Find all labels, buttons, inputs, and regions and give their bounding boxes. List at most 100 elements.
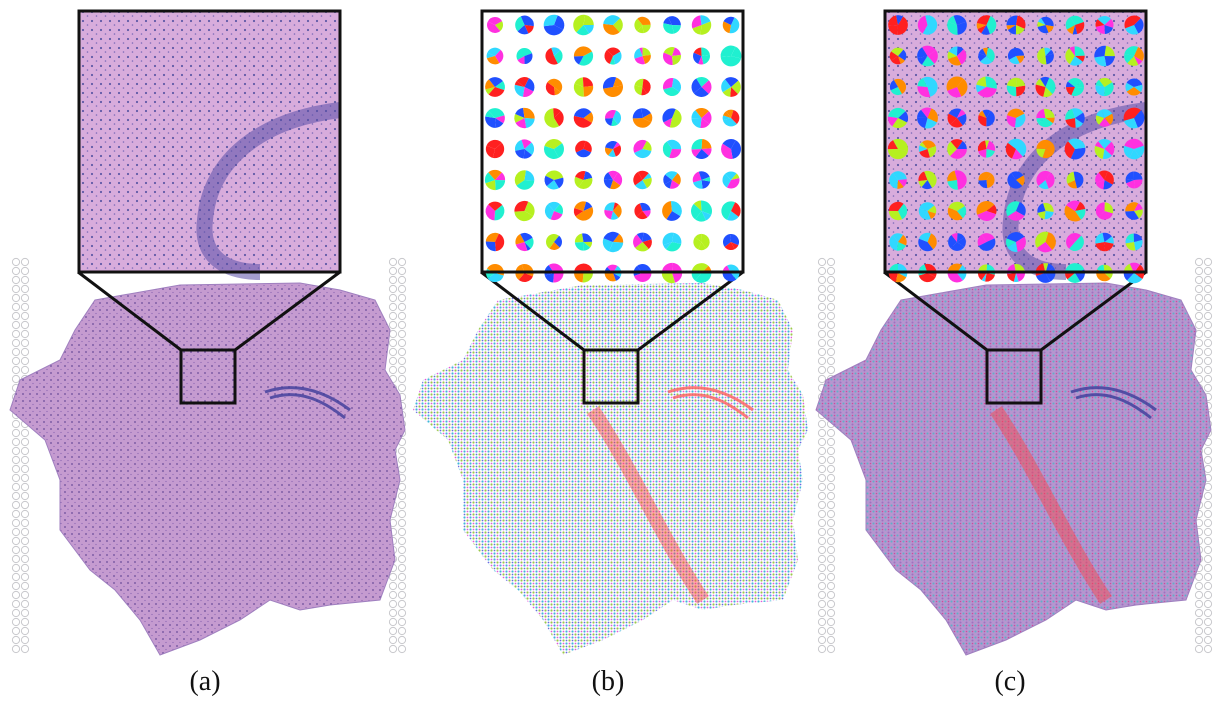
background-spot (827, 339, 834, 346)
background-spot (1204, 591, 1211, 598)
background-spot (398, 528, 405, 535)
background-spot (12, 375, 19, 382)
background-spot (818, 375, 825, 382)
background-spot (12, 276, 19, 283)
background-spot (12, 645, 19, 652)
background-spot (398, 303, 405, 310)
background-spot (389, 330, 396, 337)
background-spot (398, 519, 405, 526)
background-spot (1195, 357, 1202, 364)
background-spot (827, 330, 834, 337)
background-spot (389, 609, 396, 616)
background-spot (398, 366, 405, 373)
background-spot (398, 321, 405, 328)
background-spot (1204, 384, 1211, 391)
background-spot (1195, 294, 1202, 301)
background-spot (818, 537, 825, 544)
background-spot (21, 636, 28, 643)
background-spot (398, 312, 405, 319)
background-spot (1204, 528, 1211, 535)
background-spot (398, 294, 405, 301)
background-spot (1204, 582, 1211, 589)
background-spot (1195, 312, 1202, 319)
background-spot (1204, 339, 1211, 346)
background-spot (398, 618, 405, 625)
background-spot (12, 555, 19, 562)
background-spot (12, 339, 19, 346)
background-spot (1195, 573, 1202, 580)
background-spot (21, 555, 28, 562)
background-spot (389, 645, 396, 652)
background-spot (818, 321, 825, 328)
background-spot (827, 348, 834, 355)
background-spot (389, 573, 396, 580)
background-spot (1195, 582, 1202, 589)
background-spot (398, 267, 405, 274)
background-spot (12, 519, 19, 526)
background-spot (398, 258, 405, 265)
background-spot (827, 582, 834, 589)
background-spot (398, 456, 405, 463)
tissue (816, 283, 1211, 655)
background-spot (398, 645, 405, 652)
background-spot (1204, 519, 1211, 526)
background-spot (12, 303, 19, 310)
background-spot (12, 501, 19, 508)
background-spot (398, 501, 405, 508)
background-spot (398, 636, 405, 643)
background-spot (1204, 447, 1211, 454)
background-spot (389, 600, 396, 607)
background-spot (1195, 276, 1202, 283)
background-spot (398, 330, 405, 337)
background-spot (12, 285, 19, 292)
background-spot (21, 474, 28, 481)
background-spot (12, 366, 19, 373)
background-spot (827, 438, 834, 445)
background-spot (21, 519, 28, 526)
background-spot (1204, 609, 1211, 616)
background-spot (1204, 312, 1211, 319)
background-spot (1195, 339, 1202, 346)
background-spot (818, 645, 825, 652)
background-spot (12, 627, 19, 634)
background-spot (12, 330, 19, 337)
background-spot (1204, 285, 1211, 292)
background-spot (827, 564, 834, 571)
background-spot (818, 276, 825, 283)
background-spot (12, 546, 19, 553)
background-spot (21, 627, 28, 634)
tissue (413, 283, 808, 655)
background-spot (1195, 627, 1202, 634)
background-spot (827, 303, 834, 310)
background-spot (1195, 267, 1202, 274)
background-spot (389, 276, 396, 283)
panel (816, 11, 1212, 655)
background-spot (1204, 573, 1211, 580)
background-spot (389, 267, 396, 274)
background-spot (12, 636, 19, 643)
background-spot (818, 339, 825, 346)
background-spot (389, 618, 396, 625)
background-spot (21, 582, 28, 589)
background-spot (1195, 636, 1202, 643)
background-spot (827, 447, 834, 454)
figure: (a) (b) (c) (0, 0, 1213, 703)
background-spot (21, 564, 28, 571)
background-spot (1195, 258, 1202, 265)
background-spot (818, 627, 825, 634)
background-spot (398, 492, 405, 499)
background-spot (827, 519, 834, 526)
background-spot (1204, 303, 1211, 310)
background-spot (818, 591, 825, 598)
background-spot (1204, 618, 1211, 625)
background-spot (818, 600, 825, 607)
background-spot (1204, 357, 1211, 364)
background-spot (21, 618, 28, 625)
background-spot (827, 627, 834, 634)
background-spot (12, 420, 19, 427)
background-spot (21, 456, 28, 463)
background-spot (818, 267, 825, 274)
background-spot (1204, 627, 1211, 634)
background-spot (818, 303, 825, 310)
background-spot (1204, 465, 1211, 472)
